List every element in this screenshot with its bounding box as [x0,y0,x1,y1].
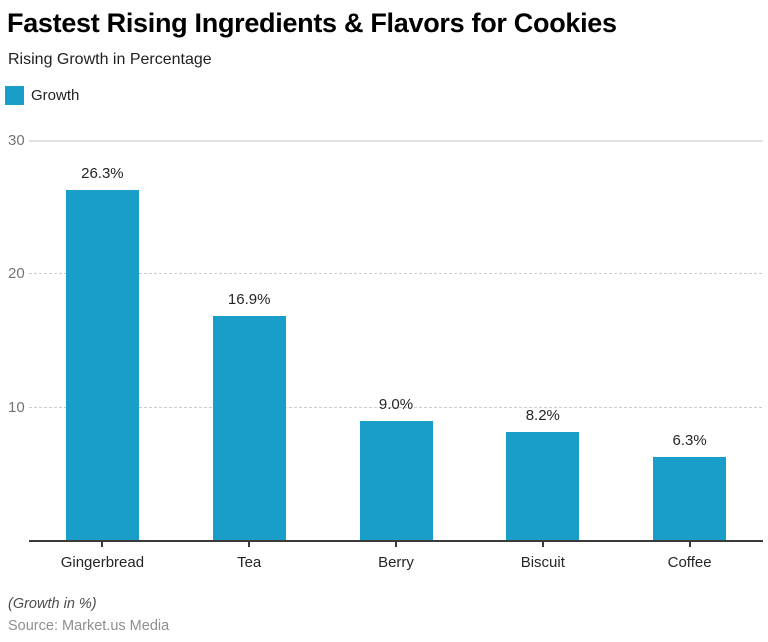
source-credit: Source: Market.us Media [8,618,170,634]
y-axis-label-30: 30 [8,132,25,149]
x-axis-line [29,540,763,542]
legend-label: Growth [31,87,80,104]
bar-tea[interactable] [212,315,286,541]
bar-biscuit[interactable] [506,431,580,541]
legend-swatch-icon [5,86,24,105]
value-label-berry: 9.0% [378,396,414,413]
x-axis-tick-coffee [688,542,691,547]
y-axis-label-20: 20 [8,265,25,283]
x-axis-label-coffee: Coffee [667,554,712,571]
gridline-30 [29,140,763,142]
value-label-tea: 16.9% [227,290,271,308]
bar-coffee[interactable] [653,457,727,541]
value-label-gingerbread: 26.3% [81,165,124,183]
x-axis-tick-tea [248,542,251,547]
gridline-10 [29,406,763,408]
gridline-20 [29,273,763,275]
chart-subtitle: Rising Growth in Percentage [8,51,212,68]
x-axis-tick-berry [395,542,397,547]
x-axis-label-gingerbread: Gingerbread [60,554,145,571]
bar-berry[interactable] [359,421,433,541]
x-axis-label-tea: Tea [237,554,262,571]
x-axis-tick-gingerbread [101,542,104,547]
value-label-coffee: 6.3% [672,432,707,449]
x-axis-tick-biscuit [541,542,544,547]
x-axis-label-berry: Berry [378,554,414,571]
value-label-biscuit: 8.2% [525,406,560,424]
x-axis-label-biscuit: Biscuit [520,554,565,571]
y-axis-label-10: 10 [8,398,25,416]
chart-title: Fastest Rising Ingredients & Flavors for… [7,8,617,38]
legend-item-growth[interactable]: Growth [5,86,79,105]
footnote: (Growth in %) [8,596,97,612]
bar-gingerbread[interactable] [65,190,139,541]
